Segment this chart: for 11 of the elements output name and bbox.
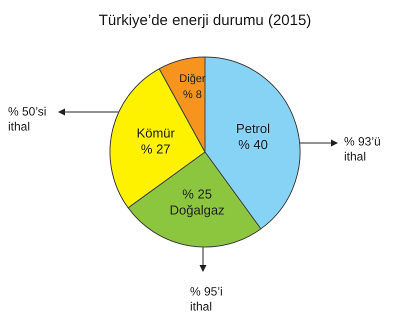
text: % 93’ü ithal [344,134,381,164]
chart-title: Türkiye’de enerji durumu (2015) [98,12,312,29]
text: % 50’si ithal [8,104,46,134]
data-label: % 8 [182,89,202,102]
data-label: % 27 [140,141,171,156]
data-label: % 40 [238,136,268,152]
slice-label: Kömür [136,125,176,140]
text: % 95’i ithal [190,284,223,314]
slice-label: Petrol [236,120,270,136]
slice-label: Doğalgaz [170,202,225,218]
data-label: % 25 [182,186,212,202]
